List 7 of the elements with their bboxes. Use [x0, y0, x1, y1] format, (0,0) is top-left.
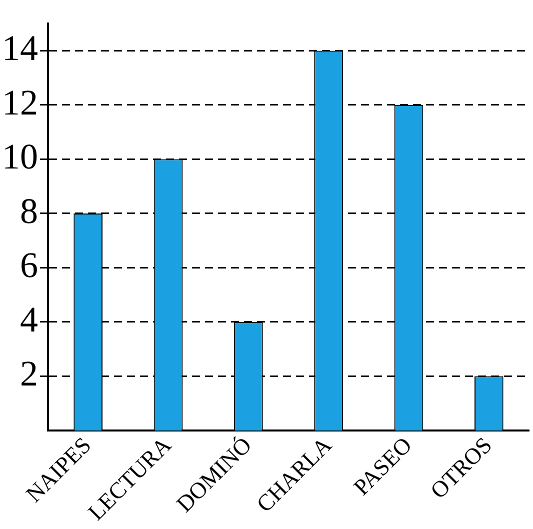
y-tick-label: 10: [2, 136, 38, 177]
y-tick-label: 6: [20, 245, 38, 286]
y-tick-label: 12: [2, 82, 38, 122]
y-tick-label: 4: [20, 299, 38, 340]
y-tick-label: 2: [20, 354, 38, 394]
y-tick-label: 14: [2, 28, 38, 68]
y-tick-label: 8: [20, 190, 38, 231]
